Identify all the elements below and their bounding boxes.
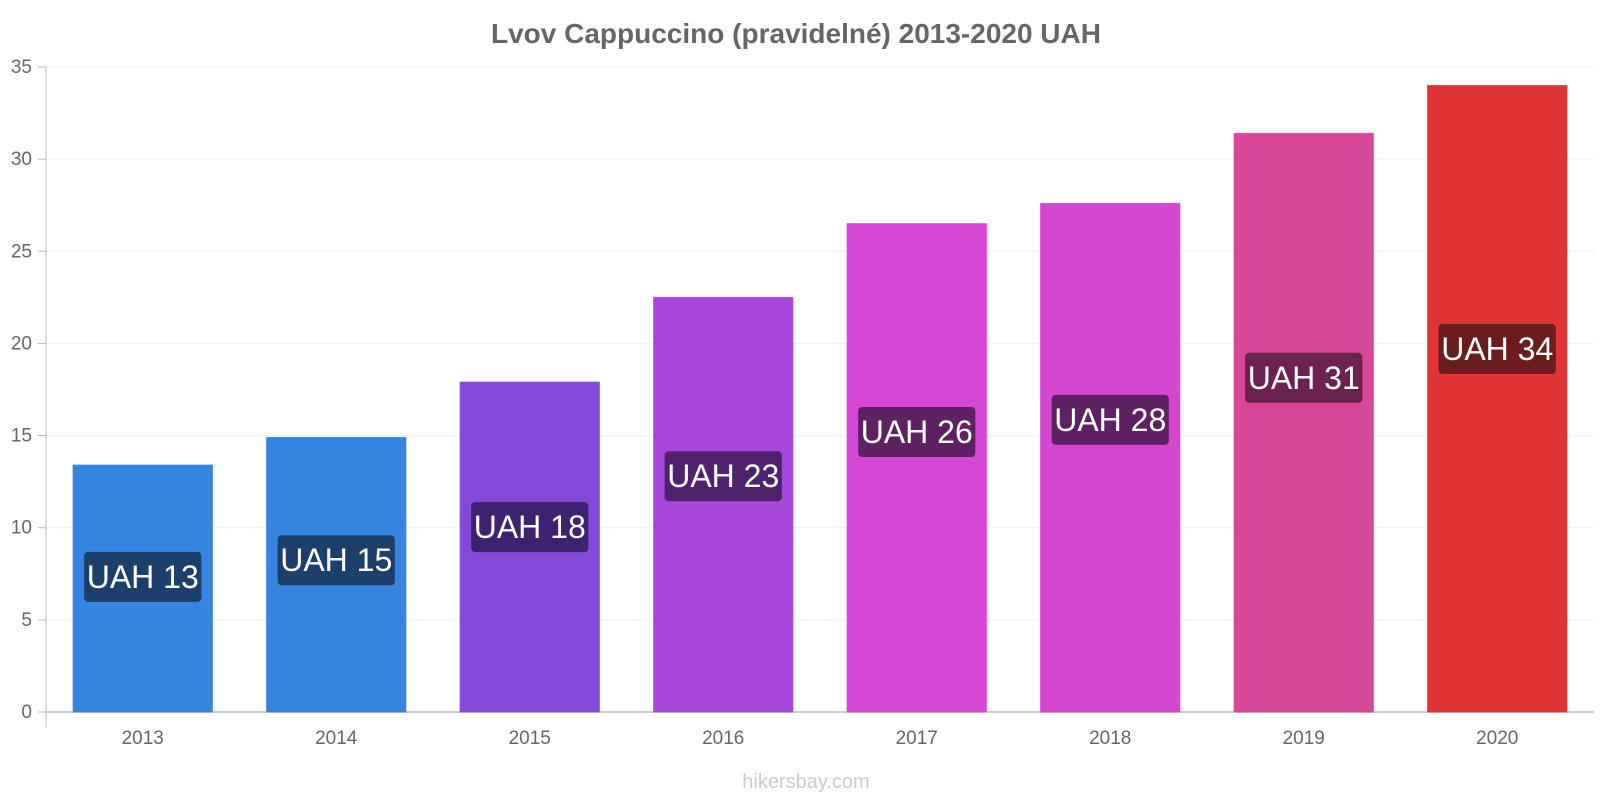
x-tick-label: 2013 (122, 728, 164, 749)
data-label-bg (84, 551, 202, 602)
data-label-bg (471, 502, 589, 553)
y-tick-label: 25 (11, 241, 32, 262)
y-tick-label: 20 (11, 333, 32, 354)
data-label: UAH 15 (280, 542, 392, 578)
data-label-bg (664, 451, 782, 502)
y-tick-label: 35 (11, 57, 32, 78)
bar (1233, 132, 1374, 713)
x-tick-label: 2019 (1283, 728, 1325, 749)
data-label-bg (277, 535, 395, 586)
x-tick-label: 2014 (315, 728, 358, 749)
watermark: hikersbay.com (742, 771, 869, 793)
bar (1040, 202, 1181, 713)
x-tick-label: 2020 (1476, 728, 1518, 749)
data-label: UAH 18 (474, 509, 586, 545)
data-label-bg (1245, 352, 1363, 403)
data-label: UAH 28 (1054, 402, 1166, 438)
x-tick-label: 2016 (702, 728, 744, 749)
bar (653, 296, 794, 713)
data-label: UAH 31 (1248, 360, 1360, 396)
data-label: UAH 23 (667, 458, 779, 494)
x-tick-label: 2018 (1089, 728, 1131, 749)
bar (1427, 84, 1568, 713)
tick-labels: 0 5 10 15 20 25 30 35 2013 2014 2015 2016 2017 2018 20… (11, 57, 1519, 749)
y-tick-label: 0 (21, 702, 32, 723)
data-label-bg (1051, 394, 1169, 445)
data-label: UAH 34 (1441, 331, 1553, 367)
data-label: UAH 13 (87, 559, 199, 595)
x-tick-label: 2015 (509, 728, 551, 749)
x-tick-label: 2017 (896, 728, 938, 749)
data-labels: UAH 13 UAH 15 UAH 18 UAH 23 UAH 26 UAH 28 UAH … (84, 324, 1556, 602)
data-label-bg (1438, 324, 1556, 375)
y-tick-label: 10 (11, 518, 32, 539)
data-label-bg (858, 406, 976, 457)
y-tick-label: 5 (21, 610, 32, 631)
y-tick-label: 15 (11, 426, 32, 447)
bar (846, 223, 987, 713)
chart-title: Lvov Cappuccino (pravidelné) 2013-2020 U… (491, 18, 1101, 49)
data-label: UAH 26 (861, 414, 973, 450)
y-tick-label: 30 (11, 149, 32, 170)
